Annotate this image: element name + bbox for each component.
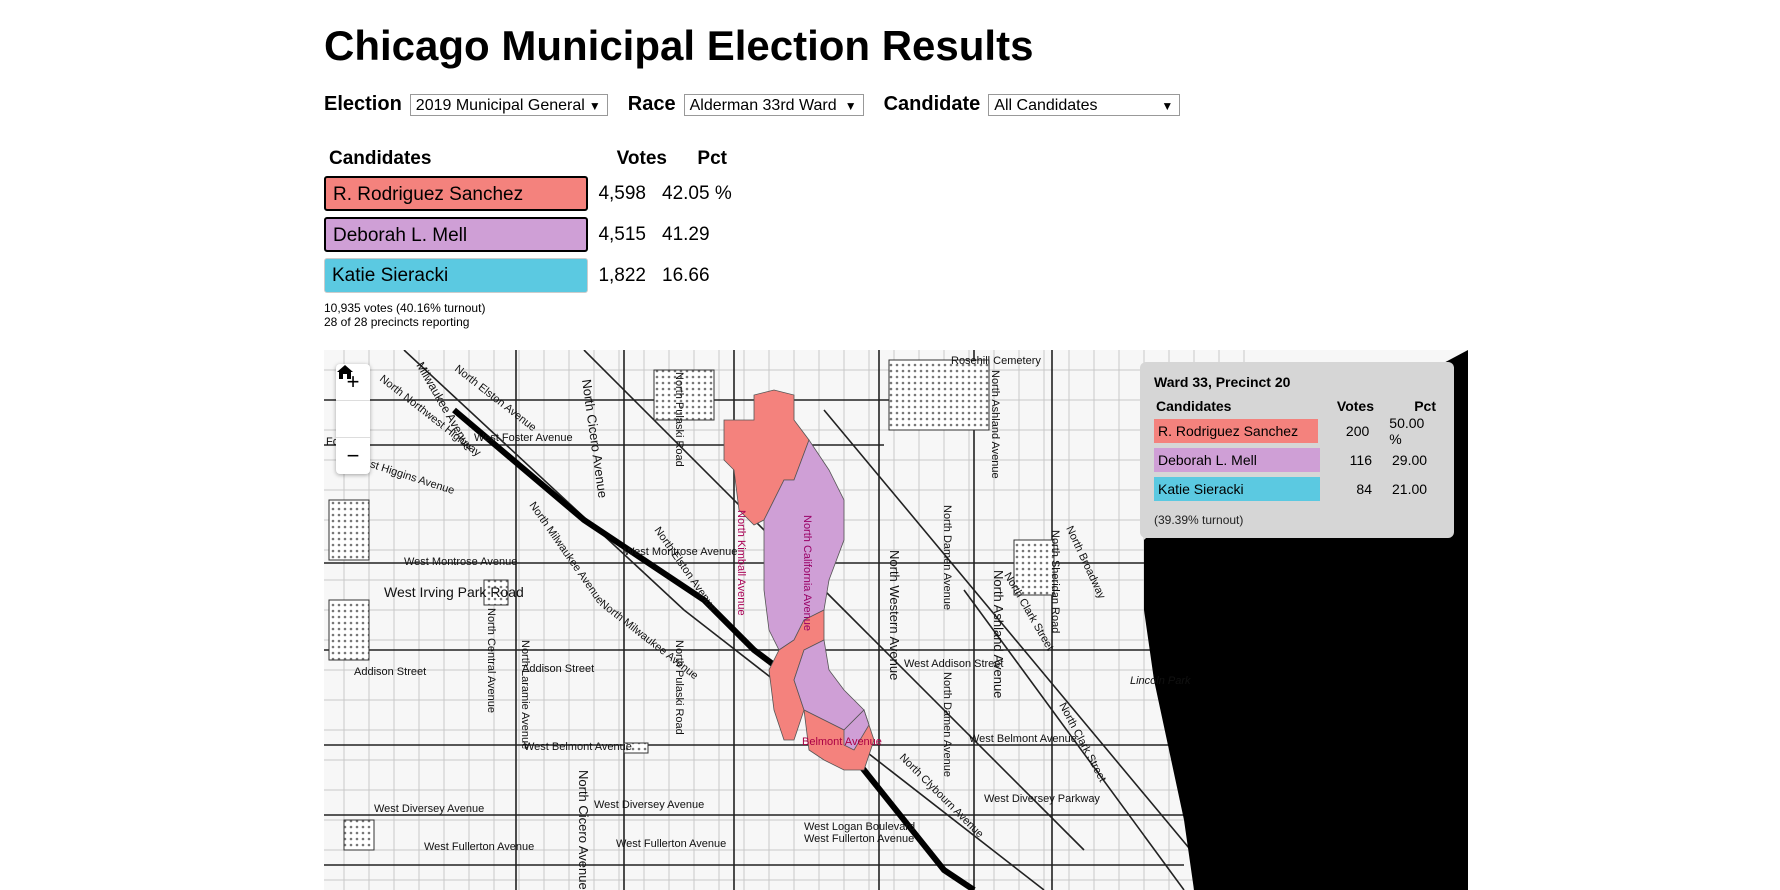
map-label: West Logan Boulevard [804,821,915,833]
tooltip-row: R. Rodriguez Sanchez 200 50.00 % [1154,415,1440,447]
election-select[interactable]: 2019 Municipal General ▼ [409,93,608,116]
map-label: West Belmont Avenue [524,741,632,753]
candidate-votes: 4,598 [598,182,646,204]
ward-33-precincts[interactable] [723,389,875,771]
tooltip-header-candidates: Candidates [1156,398,1232,414]
map-label: North Pulaski Road [673,640,685,735]
candidate-pct: 42.05 % [662,182,732,204]
filter-controls: Election 2019 Municipal General ▼ Race A… [324,93,1200,116]
tooltip-pct: 50.00 % [1389,415,1425,447]
map-label: North Kimball Avenue [735,510,747,616]
map-label: Fo [326,436,339,448]
map-label: North Sheridan Road [1049,530,1061,633]
candidate-select-value: All Candidates [994,96,1098,114]
map-label: West Montrose Avenue [404,556,517,568]
tooltip-pct: 29.00 [1392,452,1428,468]
map-label: Lincoln Park [1130,675,1191,687]
home-button[interactable] [336,365,370,438]
map-panel[interactable]: Rosehill Cemetery West Irving Park Road … [324,350,1468,890]
zoom-control: + − [336,364,370,474]
candidate-chip[interactable]: Deborah L. Mell [324,217,588,252]
map-label: West Foster Avenue [474,432,573,444]
map-label: West Fullerton Avenue [616,838,726,850]
candidate-chip[interactable]: R. Rodriguez Sanchez [324,176,588,211]
map-label: North Central Avenue [485,608,497,713]
election-label: Election [324,93,402,115]
dropdown-arrow-icon: ▼ [1161,98,1174,113]
tooltip-title: Ward 33, Precinct 20 [1154,374,1291,390]
map-label: North California Avenue [801,515,813,631]
map-label: Rosehill Cemetery [951,355,1041,367]
map-label: North Cicero Avenue [579,378,611,499]
map-label: North Ashland Avenue [991,570,1006,698]
tooltip-votes: 116 [1349,452,1372,468]
map-label: West Fullerton Avenue [424,841,534,853]
tooltip-header: Candidates Votes Pct [1154,398,1440,414]
header-candidates: Candidates [329,148,432,169]
tooltip-candidate-chip: R. Rodriguez Sanchez [1154,419,1318,443]
tooltip-votes: 84 [1356,481,1372,497]
race-label: Race [627,93,676,115]
precinct-tooltip: Ward 33, Precinct 20 Candidates Votes Pc… [1140,362,1454,538]
page-title: Chicago Municipal Election Results [324,22,1034,69]
map-label: West Diversey Parkway [984,793,1100,805]
candidate-label: Candidate [883,93,981,115]
candidate-votes: 1,822 [598,264,646,286]
map-label: Addison Street [522,663,594,675]
header-pct: Pct [697,148,727,169]
race-select[interactable]: Alderman 33rd Ward ▼ [683,93,864,116]
map-label: Belmont Avenue [802,736,882,748]
map-label: North Elston Avenue [452,363,538,434]
race-select-value: Alderman 33rd Ward [689,96,837,114]
tooltip-candidate-chip: Katie Sieracki [1154,477,1320,501]
tooltip-header-votes: Votes [1336,398,1374,414]
map-label: West Diversey Avenue [374,803,484,815]
total-votes-line: 10,935 votes (40.16% turnout) [324,301,486,315]
tooltip-pct: 21.00 [1392,481,1428,497]
tooltip-row: Katie Sieracki 84 21.00 [1154,477,1440,501]
candidate-row[interactable]: R. Rodriguez Sanchez 4,598 42.05 % [324,176,752,211]
map-label: West Diversey Avenue [594,799,704,811]
candidate-pct: 16.66 [662,264,710,286]
header-votes: Votes [616,148,667,169]
tooltip-header-pct: Pct [1414,398,1436,414]
dropdown-arrow-icon: ▼ [844,98,857,113]
zoom-out-button[interactable]: − [346,443,360,468]
precinct-area[interactable] [763,439,845,651]
cemetery-areas [328,359,1055,851]
results-table: Candidates Votes Pct R. Rodriguez Sanche… [324,148,752,329]
election-select-value: 2019 Municipal General [415,96,585,114]
dropdown-arrow-icon: ▼ [588,98,601,113]
map-label: North Ashland Avenue [989,370,1001,479]
map-label: West Fullerton Avenue [804,833,914,845]
tooltip-candidate-chip: Deborah L. Mell [1154,448,1320,472]
candidate-pct: 41.29 [662,223,710,245]
tooltip-turnout: (39.39% turnout) [1154,513,1244,527]
precinct-area[interactable] [843,709,870,751]
map-label: West Addison Street [904,658,1003,670]
map-label: North Western Avenue [887,550,902,680]
candidate-row[interactable]: Katie Sieracki 1,822 16.66 [324,258,752,293]
results-summary: 10,935 votes (40.16% turnout) 28 of 28 p… [324,301,752,329]
map-label: North Laramie Avenue [519,640,531,749]
candidate-chip[interactable]: Katie Sieracki [324,258,588,293]
map-label: North Cicero Avenue [576,770,591,890]
candidate-select[interactable]: All Candidates ▼ [988,93,1181,116]
map-label: West Irving Park Road [384,584,524,600]
tooltip-row: Deborah L. Mell 116 29.00 [1154,448,1440,472]
map-label: West Belmont Avenue [969,733,1077,745]
tooltip-votes: 200 [1345,423,1370,439]
map-label: Addison Street [354,666,426,678]
results-header: Candidates Votes Pct [324,148,752,170]
map-label: North Pulaski Road [673,372,685,467]
candidate-row[interactable]: Deborah L. Mell 4,515 41.29 [324,217,752,252]
map-label: North Damen Avenue [941,672,953,777]
candidate-votes: 4,515 [598,223,646,245]
map-label: West Montrose Avenue [624,546,737,558]
map-label: North Damen Avenue [941,505,953,610]
home-icon [337,365,353,379]
precincts-reporting-line: 28 of 28 precincts reporting [324,315,470,329]
